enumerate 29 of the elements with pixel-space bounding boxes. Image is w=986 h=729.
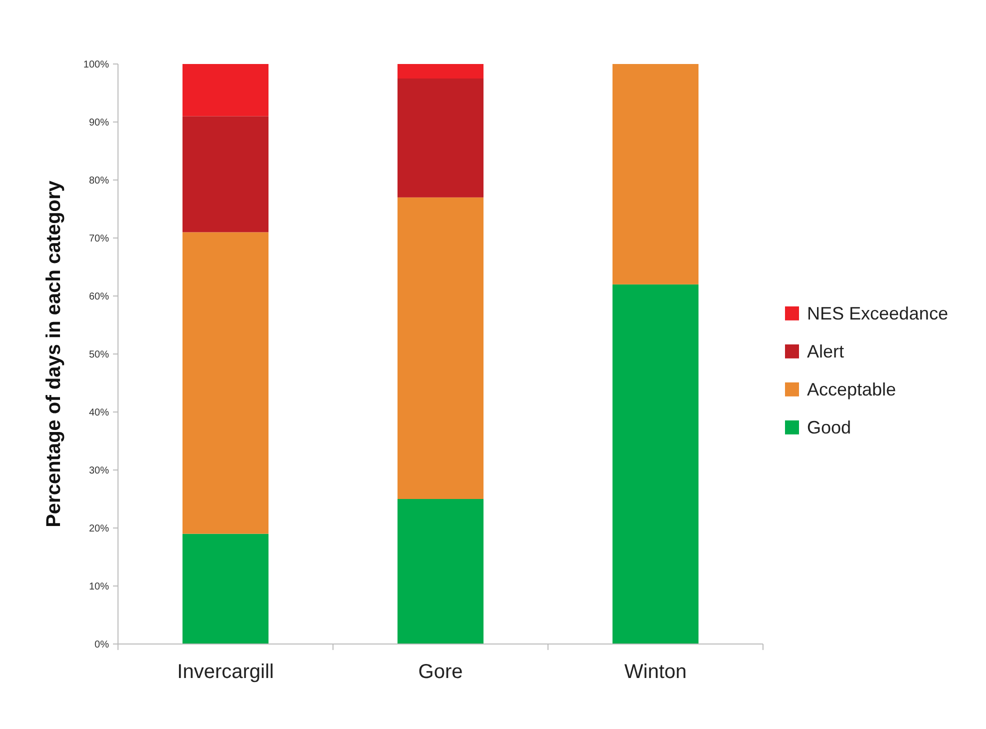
x-tick-label: Invercargill (177, 661, 274, 683)
bar (182, 64, 268, 116)
y-tick-label: 100% (83, 60, 110, 70)
y-tick-label: 70% (88, 234, 110, 244)
y-tick-label: 30% (88, 466, 110, 476)
y-axis-title: Percentage of days in each category (43, 180, 65, 528)
bar (612, 64, 698, 284)
legend-label: Good (807, 418, 852, 438)
bar (398, 64, 484, 78)
y-tick-label: 90% (88, 118, 110, 128)
bar (398, 197, 484, 499)
bar (612, 284, 698, 644)
bar (182, 116, 268, 232)
bar (398, 499, 484, 644)
y-tick-label: 40% (88, 408, 110, 418)
y-tick-label: 80% (88, 176, 110, 186)
y-tick-label: 10% (88, 582, 110, 592)
legend-label: Acceptable (807, 380, 896, 400)
bar (182, 534, 268, 644)
y-tick-label: 60% (88, 292, 110, 302)
y-tick-label: 50% (88, 350, 110, 360)
x-tick-label: Winton (624, 661, 687, 683)
x-tick-label: Gore (418, 661, 463, 683)
legend-label: Alert (807, 342, 844, 362)
y-tick-label: 0% (94, 640, 110, 650)
bar (182, 232, 268, 534)
legend-label: NES Exceedance (807, 304, 948, 324)
y-tick-label: 20% (88, 524, 110, 534)
bar (398, 78, 484, 198)
